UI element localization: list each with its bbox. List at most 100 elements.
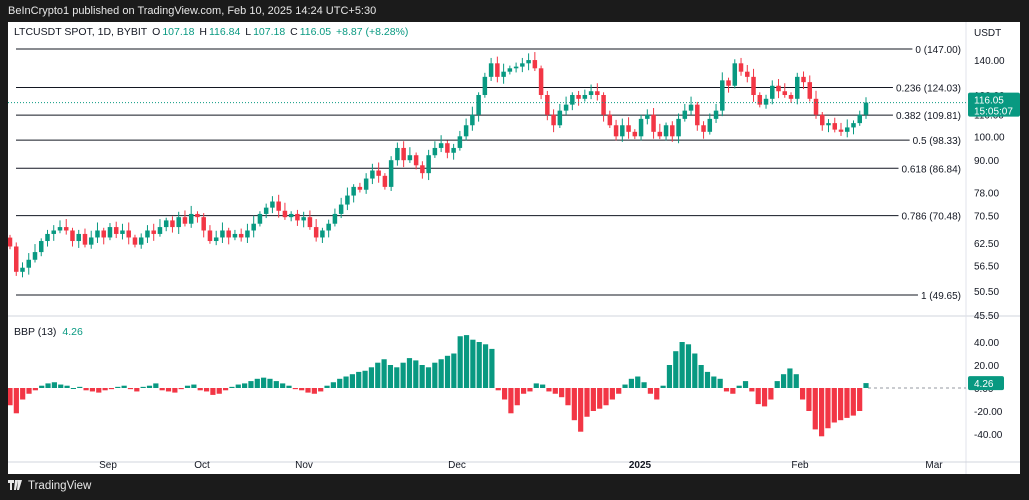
candle-down bbox=[595, 91, 600, 95]
candle-down bbox=[670, 125, 675, 137]
indicator-bar bbox=[58, 384, 64, 388]
candle-down bbox=[307, 217, 313, 228]
bottom-bar: TradingView bbox=[0, 474, 1029, 500]
time-tick-label: Feb bbox=[791, 460, 809, 471]
indicator-bar bbox=[438, 359, 444, 388]
last-price-value: 116.05 bbox=[974, 96, 1004, 107]
indicator-bar bbox=[387, 365, 394, 388]
indicator-bar bbox=[45, 383, 51, 388]
indicator-bar bbox=[299, 388, 305, 391]
low-value: 107.18 bbox=[253, 26, 286, 38]
indicator-bar bbox=[343, 376, 349, 388]
candle-up bbox=[45, 233, 50, 242]
candle-up bbox=[326, 223, 331, 231]
indicator-bar bbox=[292, 388, 298, 390]
candle-down bbox=[413, 155, 419, 166]
candle-up bbox=[213, 237, 219, 242]
candle-up bbox=[320, 230, 325, 238]
indicator-bar bbox=[413, 360, 419, 388]
candle-up bbox=[426, 155, 431, 174]
candle-up bbox=[763, 98, 769, 105]
candle-up bbox=[220, 230, 225, 238]
indicator-bar bbox=[622, 384, 628, 388]
candle-up bbox=[163, 220, 169, 228]
candle-up bbox=[470, 114, 475, 126]
indicator-bar bbox=[273, 381, 279, 388]
fib-label: 0.382 (109.81) bbox=[896, 111, 961, 122]
indicator-bar bbox=[819, 388, 825, 437]
time-tick-label: Nov bbox=[295, 460, 313, 471]
candle-up bbox=[438, 143, 444, 148]
candle-up bbox=[395, 147, 400, 161]
candle-up bbox=[370, 170, 375, 179]
indicator-bar bbox=[597, 388, 603, 409]
candle-down bbox=[132, 237, 138, 245]
indicator-bar bbox=[267, 378, 273, 388]
indicator-bar bbox=[375, 362, 381, 388]
time-tick-label: Dec bbox=[448, 460, 466, 471]
candle-down bbox=[313, 227, 319, 238]
chart-frame[interactable]: 0 (147.00) 0.236 (124.03) 0.382 (109.81) 0.… bbox=[8, 22, 1020, 474]
indicator-bar bbox=[742, 381, 749, 388]
indicator-bar bbox=[717, 378, 723, 388]
candle-down bbox=[651, 114, 656, 132]
indicator-bar bbox=[698, 365, 704, 388]
candle-down bbox=[13, 246, 19, 272]
candle-up bbox=[488, 63, 494, 77]
candle-up bbox=[145, 230, 150, 238]
candle-up bbox=[95, 230, 100, 238]
price-tick-label: 100.00 bbox=[974, 132, 1005, 143]
indicator-bar bbox=[692, 353, 698, 388]
candle-up bbox=[157, 227, 163, 234]
indicator-bar bbox=[242, 383, 248, 388]
indicator-bar bbox=[590, 388, 596, 411]
currency-label: USDT bbox=[974, 28, 1001, 39]
candle-up bbox=[770, 85, 775, 99]
candle-up bbox=[507, 68, 513, 72]
indicator-bar bbox=[578, 388, 584, 432]
candle-down bbox=[532, 60, 538, 69]
candle-up bbox=[732, 63, 738, 86]
tradingview-logo[interactable]: TradingView bbox=[8, 480, 91, 492]
indicator-bar bbox=[406, 358, 413, 388]
candle-up bbox=[520, 63, 525, 67]
indicator-bar bbox=[565, 388, 571, 406]
candle-down bbox=[626, 125, 631, 132]
close-value: 116.05 bbox=[299, 26, 332, 38]
indicator-bar bbox=[13, 388, 19, 414]
candle-up bbox=[332, 213, 338, 224]
indicator-bar bbox=[96, 388, 102, 393]
time-tick-label: Mar bbox=[925, 460, 943, 471]
indicator-bar bbox=[723, 388, 730, 392]
indicator-bar bbox=[806, 388, 812, 411]
indicator-bar bbox=[647, 388, 654, 394]
indicator-bar bbox=[305, 388, 311, 393]
candle-down bbox=[376, 170, 381, 176]
candle-up bbox=[32, 252, 38, 260]
indicator-bar bbox=[222, 388, 229, 391]
candle-up bbox=[407, 155, 413, 161]
tradingview-logo-icon bbox=[8, 480, 22, 490]
indicator-bar bbox=[381, 359, 387, 388]
candle-up bbox=[432, 147, 438, 156]
indicator-bar bbox=[844, 388, 850, 418]
chart-svg[interactable]: 0 (147.00) 0.236 (124.03) 0.382 (109.81) 0.… bbox=[8, 22, 1020, 474]
candle-down bbox=[276, 201, 281, 211]
candle-up bbox=[251, 223, 256, 231]
indicator-bar bbox=[685, 344, 692, 388]
last-price-badge bbox=[968, 92, 1020, 117]
indicator-bar bbox=[850, 388, 856, 416]
indicator-bar bbox=[799, 388, 806, 400]
price-tick-label: 56.50 bbox=[974, 262, 999, 273]
indicator-bar bbox=[768, 388, 774, 400]
candle-up bbox=[720, 80, 725, 111]
candle-down bbox=[70, 230, 75, 242]
candle-up bbox=[588, 91, 594, 95]
indicator-bar bbox=[134, 388, 140, 392]
indicator-bar bbox=[831, 388, 837, 423]
indicator-bar bbox=[8, 388, 13, 406]
candle-down bbox=[182, 217, 188, 224]
candle-down bbox=[807, 82, 813, 99]
candle-up bbox=[845, 127, 850, 132]
price-tick-label: 140.00 bbox=[974, 56, 1005, 67]
